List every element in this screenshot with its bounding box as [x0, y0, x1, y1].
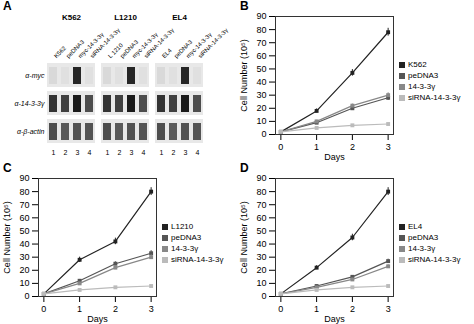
html-text:K562: K562: [408, 60, 427, 69]
html-text:peDNA3: peDNA3: [171, 233, 202, 242]
svg-text:50: 50: [256, 226, 266, 236]
svg-text:Days: Days: [324, 314, 345, 324]
svg-text:L1210: L1210: [114, 13, 137, 22]
svg-text:EL4: EL4: [161, 47, 173, 59]
svg-text:70: 70: [256, 38, 266, 48]
svg-text:70: 70: [19, 200, 29, 210]
svg-text:Days: Days: [87, 314, 108, 324]
svg-text:3: 3: [386, 304, 391, 314]
html-text:C: C: [3, 161, 12, 175]
svg-text:50: 50: [256, 64, 266, 74]
svg-text:30: 30: [256, 252, 266, 262]
svg-text:60: 60: [256, 213, 266, 223]
svg-text:K562: K562: [62, 13, 82, 22]
svg-text:1: 1: [314, 142, 319, 152]
svg-text:20: 20: [19, 265, 29, 275]
svg-text:1: 1: [106, 149, 110, 156]
svg-text:Days: Days: [324, 152, 345, 162]
svg-text:30: 30: [19, 252, 29, 262]
svg-text:40: 40: [256, 239, 266, 249]
svg-text:myc-14-3-3γ: myc-14-3-3γ: [131, 31, 159, 60]
svg-text:90: 90: [19, 173, 29, 183]
svg-text:70: 70: [256, 200, 266, 210]
svg-text:siRNA-14-3-3γ: siRNA-14-3-3γ: [197, 27, 229, 59]
svg-text:L 1210: L 1210: [107, 42, 124, 60]
svg-text:EL4: EL4: [172, 13, 187, 22]
svg-text:90: 90: [256, 173, 266, 183]
svg-text:4: 4: [88, 149, 92, 156]
html-text:siRNA-14-3-3γ: siRNA-14-3-3γ: [408, 93, 461, 102]
svg-text:0: 0: [278, 142, 283, 152]
html-text:siRNA-14-3-3γ: siRNA-14-3-3γ: [408, 255, 461, 264]
svg-text:peDNA3: peDNA3: [119, 38, 140, 60]
svg-text:0: 0: [41, 304, 46, 314]
html-text:EL4: EL4: [408, 222, 423, 231]
html-text:A: A: [3, 0, 12, 13]
html-text:peDNA3: peDNA3: [408, 233, 439, 242]
svg-text:30: 30: [256, 90, 266, 100]
svg-text:80: 80: [256, 186, 266, 196]
html-text:14-3-3γ: 14-3-3γ: [171, 244, 199, 253]
svg-text:80: 80: [19, 186, 29, 196]
svg-text:2: 2: [350, 142, 355, 152]
svg-text:1: 1: [52, 149, 56, 156]
svg-text:4: 4: [196, 149, 200, 156]
svg-text:Cell Number (10⁵): Cell Number (10⁵): [2, 201, 12, 273]
svg-text:0: 0: [261, 129, 266, 139]
svg-text:40: 40: [19, 239, 29, 249]
svg-text:2: 2: [113, 304, 118, 314]
svg-text:peDNA3: peDNA3: [173, 38, 194, 60]
svg-text:10: 10: [256, 116, 266, 126]
svg-text:50: 50: [19, 226, 29, 236]
svg-text:α-β-actin: α-β-actin: [17, 128, 45, 136]
svg-text:20: 20: [256, 103, 266, 113]
svg-text:40: 40: [256, 77, 266, 87]
svg-text:3: 3: [386, 142, 391, 152]
svg-text:3: 3: [76, 149, 80, 156]
svg-text:1: 1: [77, 304, 82, 314]
svg-text:α-myc: α-myc: [25, 72, 45, 80]
svg-text:10: 10: [256, 278, 266, 288]
html-text:peDNA3: peDNA3: [408, 71, 439, 80]
svg-text:myc-14-3-3γ: myc-14-3-3γ: [185, 31, 213, 60]
svg-text:4: 4: [142, 149, 146, 156]
svg-text:siRNA-14-3-3γ: siRNA-14-3-3γ: [89, 27, 121, 59]
svg-text:10: 10: [19, 278, 29, 288]
svg-text:0: 0: [261, 291, 266, 301]
svg-text:peDNA3: peDNA3: [65, 38, 86, 60]
svg-text:60: 60: [256, 51, 266, 61]
html-text:L1210: L1210: [171, 222, 194, 231]
svg-text:2: 2: [172, 149, 176, 156]
html-text:D: D: [240, 161, 249, 175]
svg-text:3: 3: [130, 149, 134, 156]
svg-text:siRNA-14-3-3γ: siRNA-14-3-3γ: [143, 27, 175, 59]
html-text:14-3-3γ: 14-3-3γ: [408, 82, 436, 91]
svg-text:2: 2: [64, 149, 68, 156]
svg-text:2: 2: [118, 149, 122, 156]
html-text:B: B: [240, 0, 249, 13]
svg-text:1: 1: [160, 149, 164, 156]
svg-text:3: 3: [184, 149, 188, 156]
svg-text:2: 2: [350, 304, 355, 314]
svg-text:1: 1: [314, 304, 319, 314]
svg-text:90: 90: [256, 11, 266, 21]
svg-text:α-14-3-3γ: α-14-3-3γ: [14, 100, 45, 108]
svg-text:K562: K562: [53, 45, 68, 60]
svg-text:0: 0: [278, 304, 283, 314]
html-text:siRNA-14-3-3γ: siRNA-14-3-3γ: [171, 255, 224, 264]
svg-text:Cell Number (10⁵): Cell Number (10⁵): [239, 201, 249, 273]
svg-text:myc-14-3-3γ: myc-14-3-3γ: [77, 31, 105, 60]
html-text:14-3-3γ: 14-3-3γ: [408, 244, 436, 253]
svg-text:3: 3: [149, 304, 154, 314]
svg-text:0: 0: [24, 291, 29, 301]
svg-text:60: 60: [19, 213, 29, 223]
svg-text:20: 20: [256, 265, 266, 275]
svg-text:80: 80: [256, 24, 266, 34]
svg-text:Cell Number (10⁵): Cell Number (10⁵): [239, 39, 249, 111]
